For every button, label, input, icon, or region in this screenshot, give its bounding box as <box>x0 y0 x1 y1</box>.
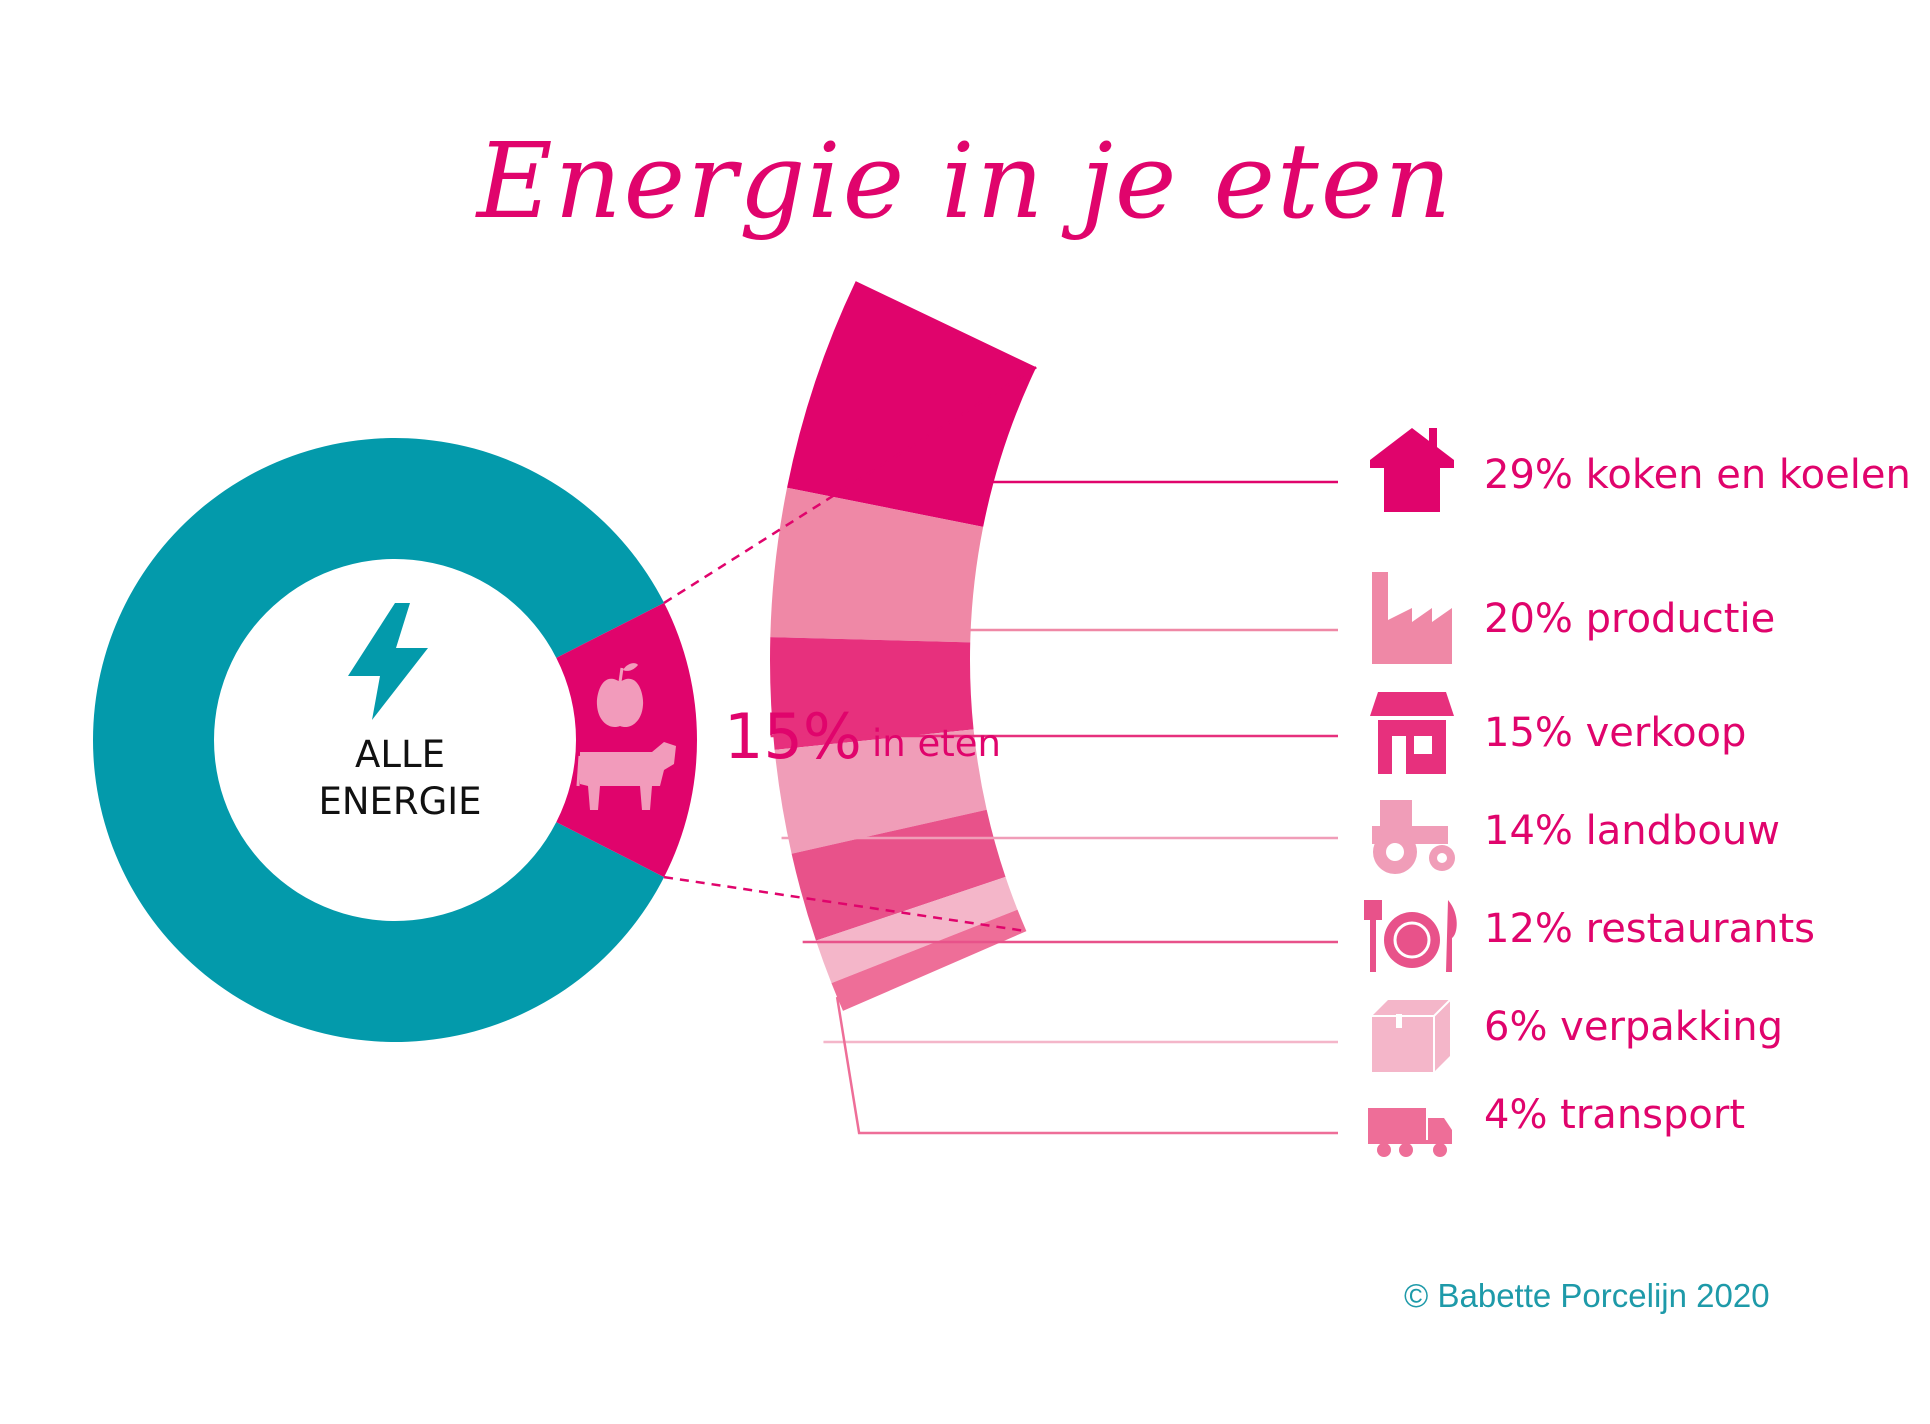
fan-segment-6 <box>831 909 1027 1011</box>
legend-label-restaurants: 12% restaurants <box>1484 906 1816 952</box>
copyright: © Babette Porcelijn 2020 <box>1404 1277 1770 1314</box>
connector-lines <box>663 366 1338 1135</box>
fan-segment-0 <box>787 281 1037 527</box>
fan-segment-5 <box>815 876 1018 984</box>
truck-icon <box>1368 1108 1452 1157</box>
page-title: Energie in je eten <box>476 120 1454 242</box>
food-share-label: in eten <box>872 722 1001 765</box>
fan-segment-2 <box>770 637 974 750</box>
legend-label-agriculture: 14% landbouw <box>1484 808 1780 854</box>
fan-segment-3 <box>774 729 987 854</box>
donut-segment-other <box>93 438 665 1043</box>
leader-line-6 <box>835 996 1338 1135</box>
donut-center-label-line1: ALLE <box>355 733 445 776</box>
apple-icon <box>596 663 644 728</box>
donut-center-label-line2: ENERGIE <box>318 780 482 823</box>
connector-bottom <box>663 875 1027 933</box>
lightning-icon <box>348 603 428 720</box>
fan-segment-4 <box>791 809 1006 941</box>
icon-layer <box>348 428 1457 1157</box>
legend-label-retail: 15% verkoop <box>1484 710 1747 756</box>
legend-label-cooking: 29% koken en koelen <box>1484 452 1911 498</box>
food-energy-fan <box>770 281 1037 1011</box>
factory-icon <box>1372 572 1452 664</box>
tractor-icon <box>1372 800 1455 874</box>
house-icon <box>1370 428 1454 512</box>
shop-icon <box>1370 692 1454 774</box>
legend-label-transport: 4% transport <box>1484 1092 1745 1138</box>
food-share-value: 15% <box>724 700 862 773</box>
legend-label-packaging: 6% verpakking <box>1484 1004 1783 1050</box>
fan-segment-1 <box>770 487 984 643</box>
cow-icon <box>576 742 676 810</box>
cutlery-icon <box>1364 900 1457 972</box>
legend-label-production: 20% productie <box>1484 596 1776 642</box>
box-icon <box>1372 999 1451 1072</box>
